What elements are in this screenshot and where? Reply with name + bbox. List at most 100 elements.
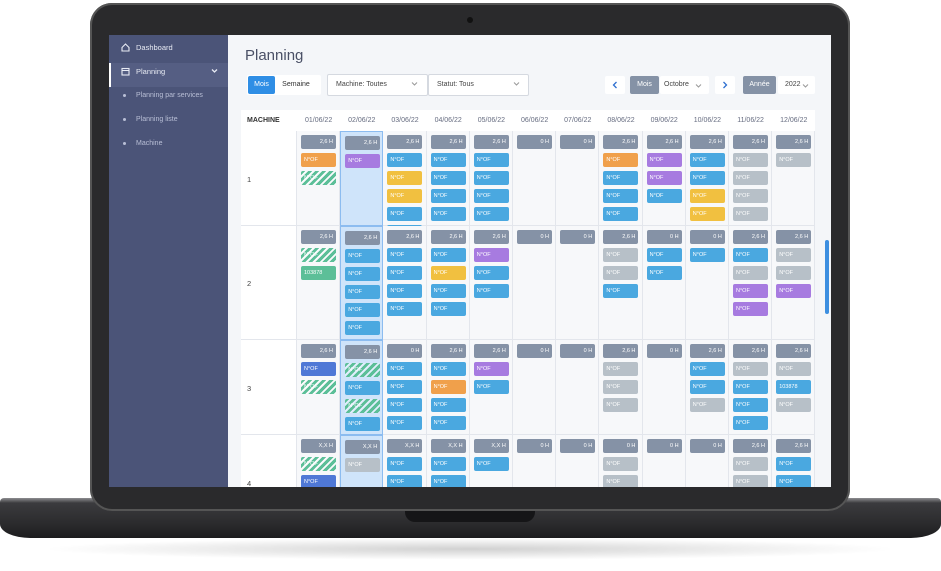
order-chip[interactable]: N°OF xyxy=(733,475,768,487)
order-chip[interactable]: N°OF xyxy=(603,362,639,376)
order-chip[interactable]: 103878 xyxy=(301,266,336,280)
order-chip[interactable]: N°OF xyxy=(473,189,509,203)
order-chip[interactable]: N°OF xyxy=(345,321,381,335)
hours-chip[interactable]: 0 H xyxy=(603,439,639,453)
hours-chip[interactable]: 0 H xyxy=(646,344,682,358)
order-chip[interactable]: N°OF xyxy=(387,153,423,167)
order-chip[interactable]: N°OF xyxy=(603,380,639,394)
order-chip[interactable]: N°OF xyxy=(776,457,812,471)
hours-chip[interactable]: 2,6 H xyxy=(776,344,812,358)
hours-chip[interactable]: 2,6 H xyxy=(430,135,466,149)
order-chip[interactable]: N°OF xyxy=(387,475,423,487)
order-chip[interactable]: N°OF xyxy=(301,475,336,487)
order-chip[interactable]: N°OF xyxy=(603,266,639,280)
order-chip[interactable]: N°OF xyxy=(733,266,768,280)
order-chip[interactable]: N°OF xyxy=(430,171,466,185)
hours-chip[interactable]: 2,6 H xyxy=(345,231,381,245)
order-chip[interactable]: N°OF xyxy=(473,284,509,298)
order-chip[interactable]: N°OF xyxy=(733,171,768,185)
order-chip[interactable]: N°OF xyxy=(387,189,423,203)
order-chip[interactable]: N°OF xyxy=(430,362,466,376)
order-chip[interactable]: N°OF xyxy=(603,248,639,262)
order-chip[interactable]: N°OF xyxy=(387,171,423,185)
order-chip[interactable]: N°OF xyxy=(689,248,725,262)
nav-subitem[interactable]: Planning par services xyxy=(136,92,203,99)
order-chip[interactable]: 103878 xyxy=(776,380,812,394)
order-chip[interactable]: N°OF xyxy=(430,457,466,471)
order-chip[interactable]: N°OF xyxy=(733,189,768,203)
order-chip[interactable]: N°OF xyxy=(345,417,381,431)
order-chip[interactable]: N°OF xyxy=(430,302,466,316)
hours-chip[interactable]: 2,6 H xyxy=(301,230,336,244)
period-button[interactable]: Mois xyxy=(630,76,659,94)
order-chip[interactable]: N°OF xyxy=(430,248,466,262)
order-chip[interactable]: N°OF xyxy=(776,153,812,167)
hours-chip[interactable]: 2,6 H xyxy=(603,230,639,244)
hours-chip[interactable]: 2,6 H xyxy=(387,230,423,244)
hours-chip[interactable]: 0 H xyxy=(689,439,725,453)
order-chip[interactable]: N°OF xyxy=(733,302,768,316)
order-chip[interactable]: N°OF xyxy=(387,380,423,394)
order-chip[interactable]: N°OF xyxy=(387,457,423,471)
hours-chip[interactable]: 2,6 H xyxy=(776,230,812,244)
order-chip[interactable]: N°OF xyxy=(603,207,639,221)
hours-chip[interactable]: 0 H xyxy=(560,135,596,149)
order-chip[interactable]: N°OF xyxy=(473,171,509,185)
order-chip[interactable]: N°OF xyxy=(689,207,725,221)
hours-chip[interactable]: X,X H xyxy=(473,439,509,453)
order-chip[interactable]: N°OF xyxy=(646,189,682,203)
order-chip[interactable]: N°OF xyxy=(345,285,381,299)
order-chip[interactable]: N°OF xyxy=(473,248,509,262)
toggle-month[interactable]: Mois xyxy=(248,76,275,94)
hours-chip[interactable]: 2,6 H xyxy=(646,135,682,149)
machine-filter[interactable]: Machine: Toutes xyxy=(327,74,428,96)
hours-chip[interactable]: 2,6 H xyxy=(776,135,812,149)
order-chip[interactable]: N°OF xyxy=(646,266,682,280)
hours-chip[interactable]: 2,6 H xyxy=(301,344,336,358)
order-chip[interactable]: N°OF xyxy=(345,303,381,317)
year-select[interactable]: 2022 xyxy=(778,76,815,94)
status-filter[interactable]: Statut: Tous xyxy=(428,74,529,96)
order-chip[interactable]: N°OF xyxy=(345,458,381,472)
order-chip[interactable]: N°OF xyxy=(733,153,768,167)
order-chip[interactable]: N°OF xyxy=(345,154,381,168)
order-chip[interactable]: N°OF xyxy=(473,457,509,471)
hours-chip[interactable]: X,X H xyxy=(301,439,336,453)
order-chip[interactable]: N°OF xyxy=(603,284,639,298)
order-chip[interactable]: N°OF xyxy=(776,362,812,376)
order-chip[interactable]: N°OF xyxy=(387,302,423,316)
order-chip[interactable]: N°OF xyxy=(733,248,768,262)
order-chip[interactable]: N°OF xyxy=(430,207,466,221)
order-chip[interactable]: N°OF xyxy=(689,380,725,394)
order-chip[interactable]: N°OF xyxy=(430,380,466,394)
hours-chip[interactable]: 2,6 H xyxy=(473,344,509,358)
order-chip[interactable]: N°OF xyxy=(603,398,639,412)
hours-chip[interactable]: 0 H xyxy=(646,230,682,244)
order-chip[interactable]: N°OF xyxy=(345,399,381,413)
order-chip[interactable]: N°OF xyxy=(646,248,682,262)
order-chip[interactable]: N°OF xyxy=(646,153,682,167)
order-chip[interactable]: N°OF xyxy=(689,362,725,376)
hours-chip[interactable]: 0 H xyxy=(560,344,596,358)
order-chip[interactable]: N°OF xyxy=(301,380,336,394)
order-chip[interactable]: N°OF xyxy=(345,267,381,281)
hours-chip[interactable]: 2,6 H xyxy=(301,135,336,149)
order-chip[interactable]: N°OF xyxy=(387,416,423,430)
order-chip[interactable]: N°OF xyxy=(473,266,509,280)
order-chip[interactable]: N°OF xyxy=(430,475,466,487)
hours-chip[interactable]: 2,6 H xyxy=(473,135,509,149)
order-chip[interactable]: N°OF xyxy=(430,284,466,298)
order-chip[interactable]: N°OF xyxy=(430,398,466,412)
hours-chip[interactable]: 2,6 H xyxy=(387,135,423,149)
order-chip[interactable]: N°OF xyxy=(345,381,381,395)
order-chip[interactable]: N°OF xyxy=(387,284,423,298)
order-chip[interactable]: N°OF xyxy=(430,416,466,430)
hours-chip[interactable]: 2,6 H xyxy=(345,136,381,150)
order-chip[interactable]: N°OF xyxy=(473,362,509,376)
order-chip[interactable]: N°OF xyxy=(301,153,336,167)
hours-chip[interactable]: 0 H xyxy=(517,344,552,358)
hours-chip[interactable]: 2,6 H xyxy=(733,135,768,149)
hours-chip[interactable]: X,X H xyxy=(430,439,466,453)
next-button[interactable] xyxy=(715,76,735,94)
nav-item[interactable]: Dashboard xyxy=(136,43,173,52)
